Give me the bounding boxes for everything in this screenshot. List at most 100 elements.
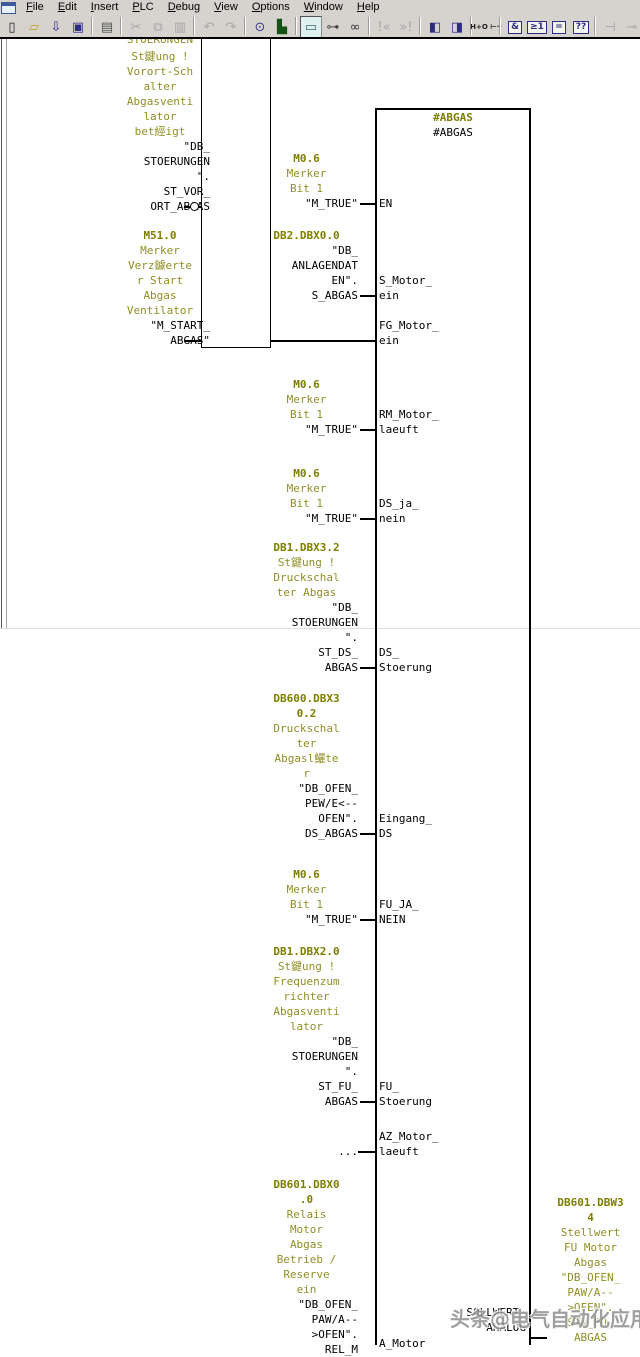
detail-window-button[interactable]: ◨ bbox=[446, 16, 468, 37]
monitor-glasses-button[interactable]: ∞ bbox=[344, 16, 366, 37]
operand-symbol-text[interactable]: "DB_ bbox=[183, 140, 211, 153]
operand-symbol-text[interactable]: EN". bbox=[331, 274, 359, 287]
operand-comment-text: ter bbox=[296, 737, 317, 750]
operand-address-text[interactable]: DB600.DBX3 bbox=[273, 692, 340, 705]
operand-address-text[interactable]: M51.0 bbox=[143, 229, 177, 242]
operand-symbol-text[interactable]: ST_DS_ bbox=[318, 646, 358, 659]
new-button[interactable]: ▯ bbox=[1, 16, 23, 37]
menu-file[interactable]: File bbox=[26, 1, 44, 13]
operand-symbol-text[interactable]: ST_FU_ bbox=[318, 1080, 358, 1093]
operand-address-text[interactable]: DB601.DBW3 bbox=[557, 1196, 624, 1209]
operand-symbol-text[interactable]: ORT_ABGAS bbox=[150, 200, 210, 213]
fb-block-top-edge[interactable] bbox=[375, 108, 531, 110]
insert-and-box-button[interactable]: & bbox=[504, 16, 526, 37]
operand-symbol-text[interactable]: "M_TRUE" bbox=[305, 197, 358, 210]
operand-address-text[interactable]: M0.6 bbox=[293, 152, 320, 165]
operand-symbol-text[interactable]: STOERUNGEN bbox=[291, 616, 358, 629]
operand-symbol-text[interactable]: "DB_ bbox=[331, 1035, 359, 1048]
operand-symbol-text[interactable]: ". bbox=[344, 1065, 358, 1078]
comment-toggle-button[interactable]: ▭ bbox=[300, 16, 322, 37]
catalog-chart-button[interactable]: ▙ bbox=[271, 16, 293, 37]
operand-comment-text: ABGAS bbox=[573, 1331, 608, 1344]
operand-symbol-text[interactable]: >OFEN". bbox=[311, 1328, 358, 1341]
undo-button[interactable]: ↶ bbox=[198, 16, 220, 37]
operand-symbol-text[interactable]: "M_START_ bbox=[150, 319, 210, 332]
operand-symbol-text[interactable]: "M_TRUE" bbox=[305, 423, 358, 436]
operand-comment-text: bet經igt bbox=[134, 125, 186, 138]
overview-window-button[interactable]: ◧ bbox=[424, 16, 446, 37]
insert-or-box-button[interactable]: ≥1 bbox=[526, 16, 548, 37]
window-system-icon[interactable] bbox=[1, 2, 16, 14]
operand-symbol-text[interactable]: "DB_OFEN_ bbox=[298, 782, 358, 795]
or-box-left-edge[interactable] bbox=[201, 39, 202, 347]
menu-window[interactable]: Window bbox=[303, 1, 343, 13]
save-button[interactable]: ▣ bbox=[67, 16, 89, 37]
toolbar-separator bbox=[295, 17, 297, 35]
operand-symbol-text[interactable]: "M_TRUE" bbox=[305, 512, 358, 525]
operand-symbol-text[interactable]: DS_ABGAS bbox=[305, 827, 358, 840]
operand-symbol-text[interactable]: ABGAS bbox=[324, 661, 358, 674]
insert-empty-box-button[interactable]: ?? bbox=[570, 16, 592, 37]
operand-address-text[interactable]: M0.6 bbox=[293, 378, 320, 391]
operand-symbol-text[interactable]: STOERUNGEN bbox=[143, 155, 210, 168]
operand-symbol-text[interactable]: ". bbox=[196, 170, 210, 183]
menu-view[interactable]: View bbox=[214, 1, 238, 13]
menu-debug[interactable]: Debug bbox=[167, 1, 201, 13]
insert-assign-button[interactable]: = bbox=[548, 16, 570, 37]
operand-symbol-text[interactable]: "DB_ bbox=[331, 601, 359, 614]
negation-circle-icon bbox=[190, 202, 199, 211]
operand-symbol-text[interactable]: ... bbox=[338, 1145, 358, 1158]
menu-options[interactable]: Options bbox=[251, 1, 290, 13]
previous-error-button[interactable]: !« bbox=[373, 16, 395, 37]
address-identification-button[interactable]: H+O ⊢·· bbox=[470, 16, 502, 37]
copy-button[interactable]: ⧉ bbox=[147, 16, 169, 37]
operand-symbol-text[interactable]: ANLAGENDAT bbox=[291, 259, 358, 272]
fb-block-address-title[interactable]: #ABGAS bbox=[433, 111, 473, 124]
operand-address-text[interactable]: DB2.DBX0.0 bbox=[273, 229, 340, 242]
fb-block-name-title[interactable]: #ABGAS bbox=[433, 126, 473, 139]
operand-address-text[interactable]: DB1.DBX3.2 bbox=[273, 541, 340, 554]
redo-button[interactable]: ↷ bbox=[220, 16, 242, 37]
operand-address-text[interactable]: M0.6 bbox=[293, 868, 320, 881]
fb-block-right-edge[interactable] bbox=[529, 108, 531, 1345]
toolbar-separator bbox=[368, 17, 370, 35]
operand-address-text[interactable]: .0 bbox=[299, 1193, 314, 1206]
operand-symbol-text[interactable]: "M_TRUE" bbox=[305, 913, 358, 926]
operand-symbol-text[interactable]: PEW/E<-- bbox=[305, 797, 358, 810]
negate-binary-input-button[interactable]: ⊸ bbox=[621, 16, 640, 37]
operand-address-text[interactable]: 4 bbox=[587, 1211, 594, 1224]
paste-button[interactable]: ▥ bbox=[169, 16, 191, 37]
cut-button[interactable]: ✂ bbox=[125, 16, 147, 37]
next-error-button[interactable]: »! bbox=[395, 16, 417, 37]
menu-edit[interactable]: Edit bbox=[57, 1, 77, 13]
operand-symbol-text[interactable]: S_ABGAS bbox=[311, 289, 358, 302]
print-button[interactable]: ▤ bbox=[96, 16, 118, 37]
fb-block-left-edge[interactable] bbox=[375, 108, 377, 1345]
plc-connect-button[interactable]: ⊙ bbox=[249, 16, 271, 37]
operand-symbol-text[interactable]: ABGAS" bbox=[170, 334, 210, 347]
or-box-right-edge[interactable] bbox=[270, 39, 271, 347]
operand-symbol-text[interactable]: ". bbox=[344, 631, 358, 644]
wire bbox=[360, 203, 375, 205]
operand-symbol-text[interactable]: OFEN". bbox=[318, 812, 358, 825]
operand-address-text[interactable]: DB601.DBX0 bbox=[273, 1178, 340, 1191]
overview-window-icon: ◧ bbox=[428, 19, 442, 35]
menu-insert[interactable]: Insert bbox=[90, 1, 119, 13]
operand-address-text[interactable]: M0.6 bbox=[293, 467, 320, 480]
operand-symbol-text[interactable]: REL_M bbox=[324, 1343, 358, 1356]
or-box-bottom-edge[interactable] bbox=[201, 347, 271, 348]
operand-symbol-text[interactable]: "DB_OFEN_ bbox=[298, 1298, 358, 1311]
symbol-info-button[interactable]: ⊶ bbox=[322, 16, 344, 37]
operand-symbol-text[interactable]: STOERUNGEN bbox=[291, 1050, 358, 1063]
operand-address-text[interactable]: DB1.DBX2.0 bbox=[273, 945, 340, 958]
operand-symbol-text[interactable]: ABGAS bbox=[324, 1095, 358, 1108]
insert-binary-input-button[interactable]: ⊣ bbox=[599, 16, 621, 37]
menu-help[interactable]: Help bbox=[356, 1, 380, 13]
menu-plc[interactable]: PLC bbox=[132, 1, 154, 13]
download-button[interactable]: ⇩ bbox=[45, 16, 67, 37]
operand-address-text[interactable]: 0.2 bbox=[296, 707, 317, 720]
operand-symbol-text[interactable]: ST_VOR_ bbox=[163, 185, 210, 198]
open-button[interactable]: ▱ bbox=[23, 16, 45, 37]
operand-symbol-text[interactable]: "DB_ bbox=[331, 244, 359, 257]
operand-symbol-text[interactable]: PAW/A-- bbox=[311, 1313, 358, 1326]
